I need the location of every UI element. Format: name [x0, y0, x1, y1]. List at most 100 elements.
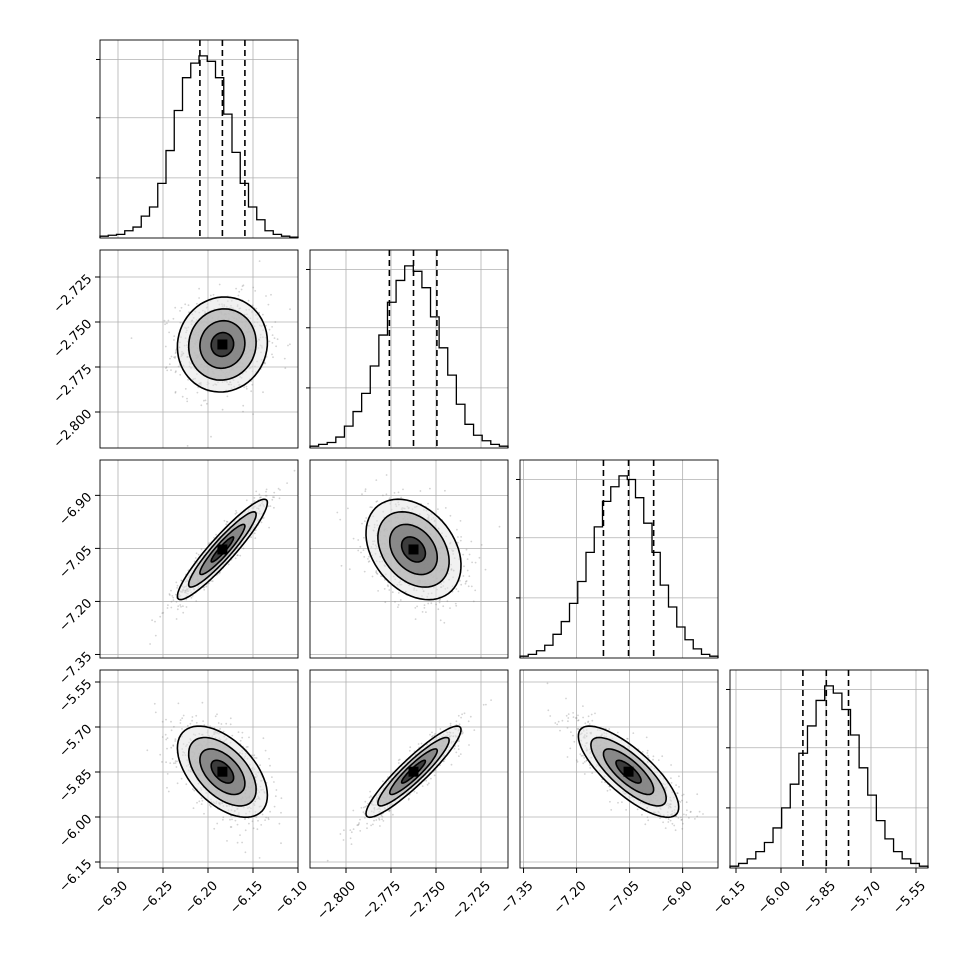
sample-point: [392, 813, 394, 816]
sample-point: [236, 554, 239, 557]
sample-point: [364, 805, 367, 808]
sample-point: [161, 761, 163, 763]
sample-point: [275, 345, 277, 348]
sample-point: [443, 621, 446, 624]
sample-point: [174, 352, 177, 355]
sample-point: [408, 749, 411, 752]
sample-point: [214, 715, 217, 718]
sample-point: [364, 490, 367, 493]
sample-point: [164, 323, 167, 326]
sample-point: [197, 553, 200, 556]
sample-point: [670, 782, 673, 784]
sample-point: [587, 715, 590, 718]
sample-point: [198, 297, 201, 299]
sample-point: [352, 809, 355, 812]
sample-point: [240, 288, 243, 291]
sample-point: [188, 311, 190, 314]
sample-point: [363, 570, 366, 573]
sample-point: [421, 785, 424, 787]
sample-point: [381, 818, 383, 821]
sample-point: [457, 748, 460, 751]
sample-point: [427, 502, 429, 505]
sample-point: [385, 493, 388, 496]
sample-point: [652, 755, 655, 758]
sample-point: [165, 738, 168, 741]
sample-point: [375, 819, 378, 821]
sample-point: [168, 593, 171, 595]
sample-point: [164, 733, 167, 736]
sample-point: [168, 363, 171, 366]
sample-point: [174, 390, 177, 393]
sample-point: [269, 505, 272, 507]
sample-point: [466, 569, 469, 572]
sample-point: [457, 714, 460, 717]
sample-point: [273, 805, 276, 808]
density-peak: [217, 339, 228, 350]
sample-point: [189, 722, 192, 725]
sample-point: [384, 601, 387, 604]
sample-point: [216, 822, 219, 825]
sample-point: [187, 304, 190, 307]
sample-point: [455, 720, 458, 723]
sample-point: [225, 520, 228, 523]
sample-point: [468, 744, 470, 746]
sample-point: [254, 290, 257, 292]
sample-point: [181, 728, 183, 730]
sample-point: [170, 355, 173, 358]
sample-point: [360, 806, 363, 809]
sample-point: [166, 747, 168, 750]
sample-point: [176, 587, 179, 589]
sample-point: [203, 812, 205, 815]
sample-point: [473, 729, 476, 731]
sample-point: [215, 533, 218, 536]
sample-point: [478, 556, 481, 559]
sample-point: [470, 585, 473, 588]
sample-point: [465, 548, 468, 551]
sample-point: [369, 506, 372, 508]
sample-point: [364, 817, 366, 819]
sample-point: [265, 295, 267, 297]
sample-point: [376, 500, 379, 502]
sample-point: [268, 328, 271, 331]
sample-point: [244, 851, 247, 854]
sample-point: [176, 782, 179, 785]
sample-point: [236, 823, 239, 826]
sample-point: [227, 563, 230, 566]
sample-point: [208, 804, 211, 806]
sample-point: [258, 260, 261, 262]
sample-point: [430, 602, 433, 605]
sample-point: [218, 572, 221, 575]
sample-point: [375, 479, 378, 481]
sample-point: [461, 713, 463, 716]
sample-point: [207, 582, 210, 585]
sample-point: [181, 717, 184, 720]
sample-point: [146, 749, 149, 752]
sample-point: [258, 311, 260, 314]
sample-point: [262, 517, 265, 519]
sample-point: [362, 811, 365, 813]
sample-point: [463, 565, 465, 568]
sample-point: [237, 554, 239, 557]
sample-point: [468, 575, 471, 578]
sample-point: [455, 604, 458, 607]
sample-point: [462, 575, 465, 577]
sample-point: [166, 369, 169, 372]
sample-point: [229, 818, 231, 821]
sample-point: [382, 494, 384, 497]
sample-point: [272, 356, 274, 359]
sample-point: [221, 408, 224, 411]
sample-point: [278, 497, 281, 500]
sample-point: [239, 554, 242, 557]
sample-point: [175, 766, 178, 768]
sample-point: [264, 494, 267, 497]
sample-point: [268, 526, 270, 529]
sample-point: [646, 749, 649, 752]
sample-point: [362, 549, 365, 551]
sample-point: [388, 589, 391, 591]
sample-point: [449, 724, 452, 727]
sample-point: [669, 819, 672, 822]
sample-point: [254, 537, 257, 539]
histogram-panel: [99, 39, 299, 239]
sample-point: [474, 589, 477, 592]
sample-point: [265, 816, 267, 819]
